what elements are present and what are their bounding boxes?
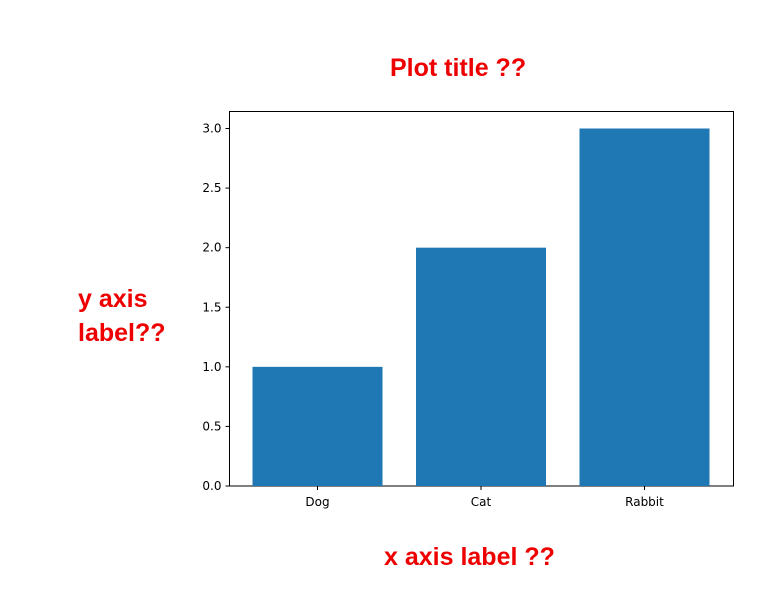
bar-cat xyxy=(416,247,546,486)
y-axis-label-annotation: y axis label?? xyxy=(78,282,166,350)
y-axis-label-line-2: label?? xyxy=(78,319,166,347)
x-axis: Dog Cat Rabbit xyxy=(305,486,664,509)
bar-dog xyxy=(252,366,383,486)
x-tick-label-dog: Dog xyxy=(305,495,329,509)
y-axis: 0.0 0.5 1.0 1.5 2.0 2.5 3.0 xyxy=(202,122,230,493)
bar-rabbit xyxy=(579,128,710,486)
y-tick-label: 2.0 xyxy=(202,241,221,255)
plot-title-annotation: Plot title ?? xyxy=(390,54,527,82)
x-tick-label-rabbit: Rabbit xyxy=(625,495,664,509)
y-tick-label: 2.5 xyxy=(202,181,221,195)
bars-group xyxy=(252,128,710,486)
x-axis-label-annotation: x axis label ?? xyxy=(384,543,555,571)
y-tick-label: 0.0 xyxy=(202,479,221,493)
x-tick-label-cat: Cat xyxy=(471,495,492,509)
y-tick-label: 3.0 xyxy=(202,122,221,136)
y-axis-label-line-1: y axis xyxy=(78,285,148,313)
y-tick-label: 0.5 xyxy=(202,419,221,433)
y-tick-label: 1.0 xyxy=(202,360,221,374)
y-tick-label: 1.5 xyxy=(202,300,221,314)
